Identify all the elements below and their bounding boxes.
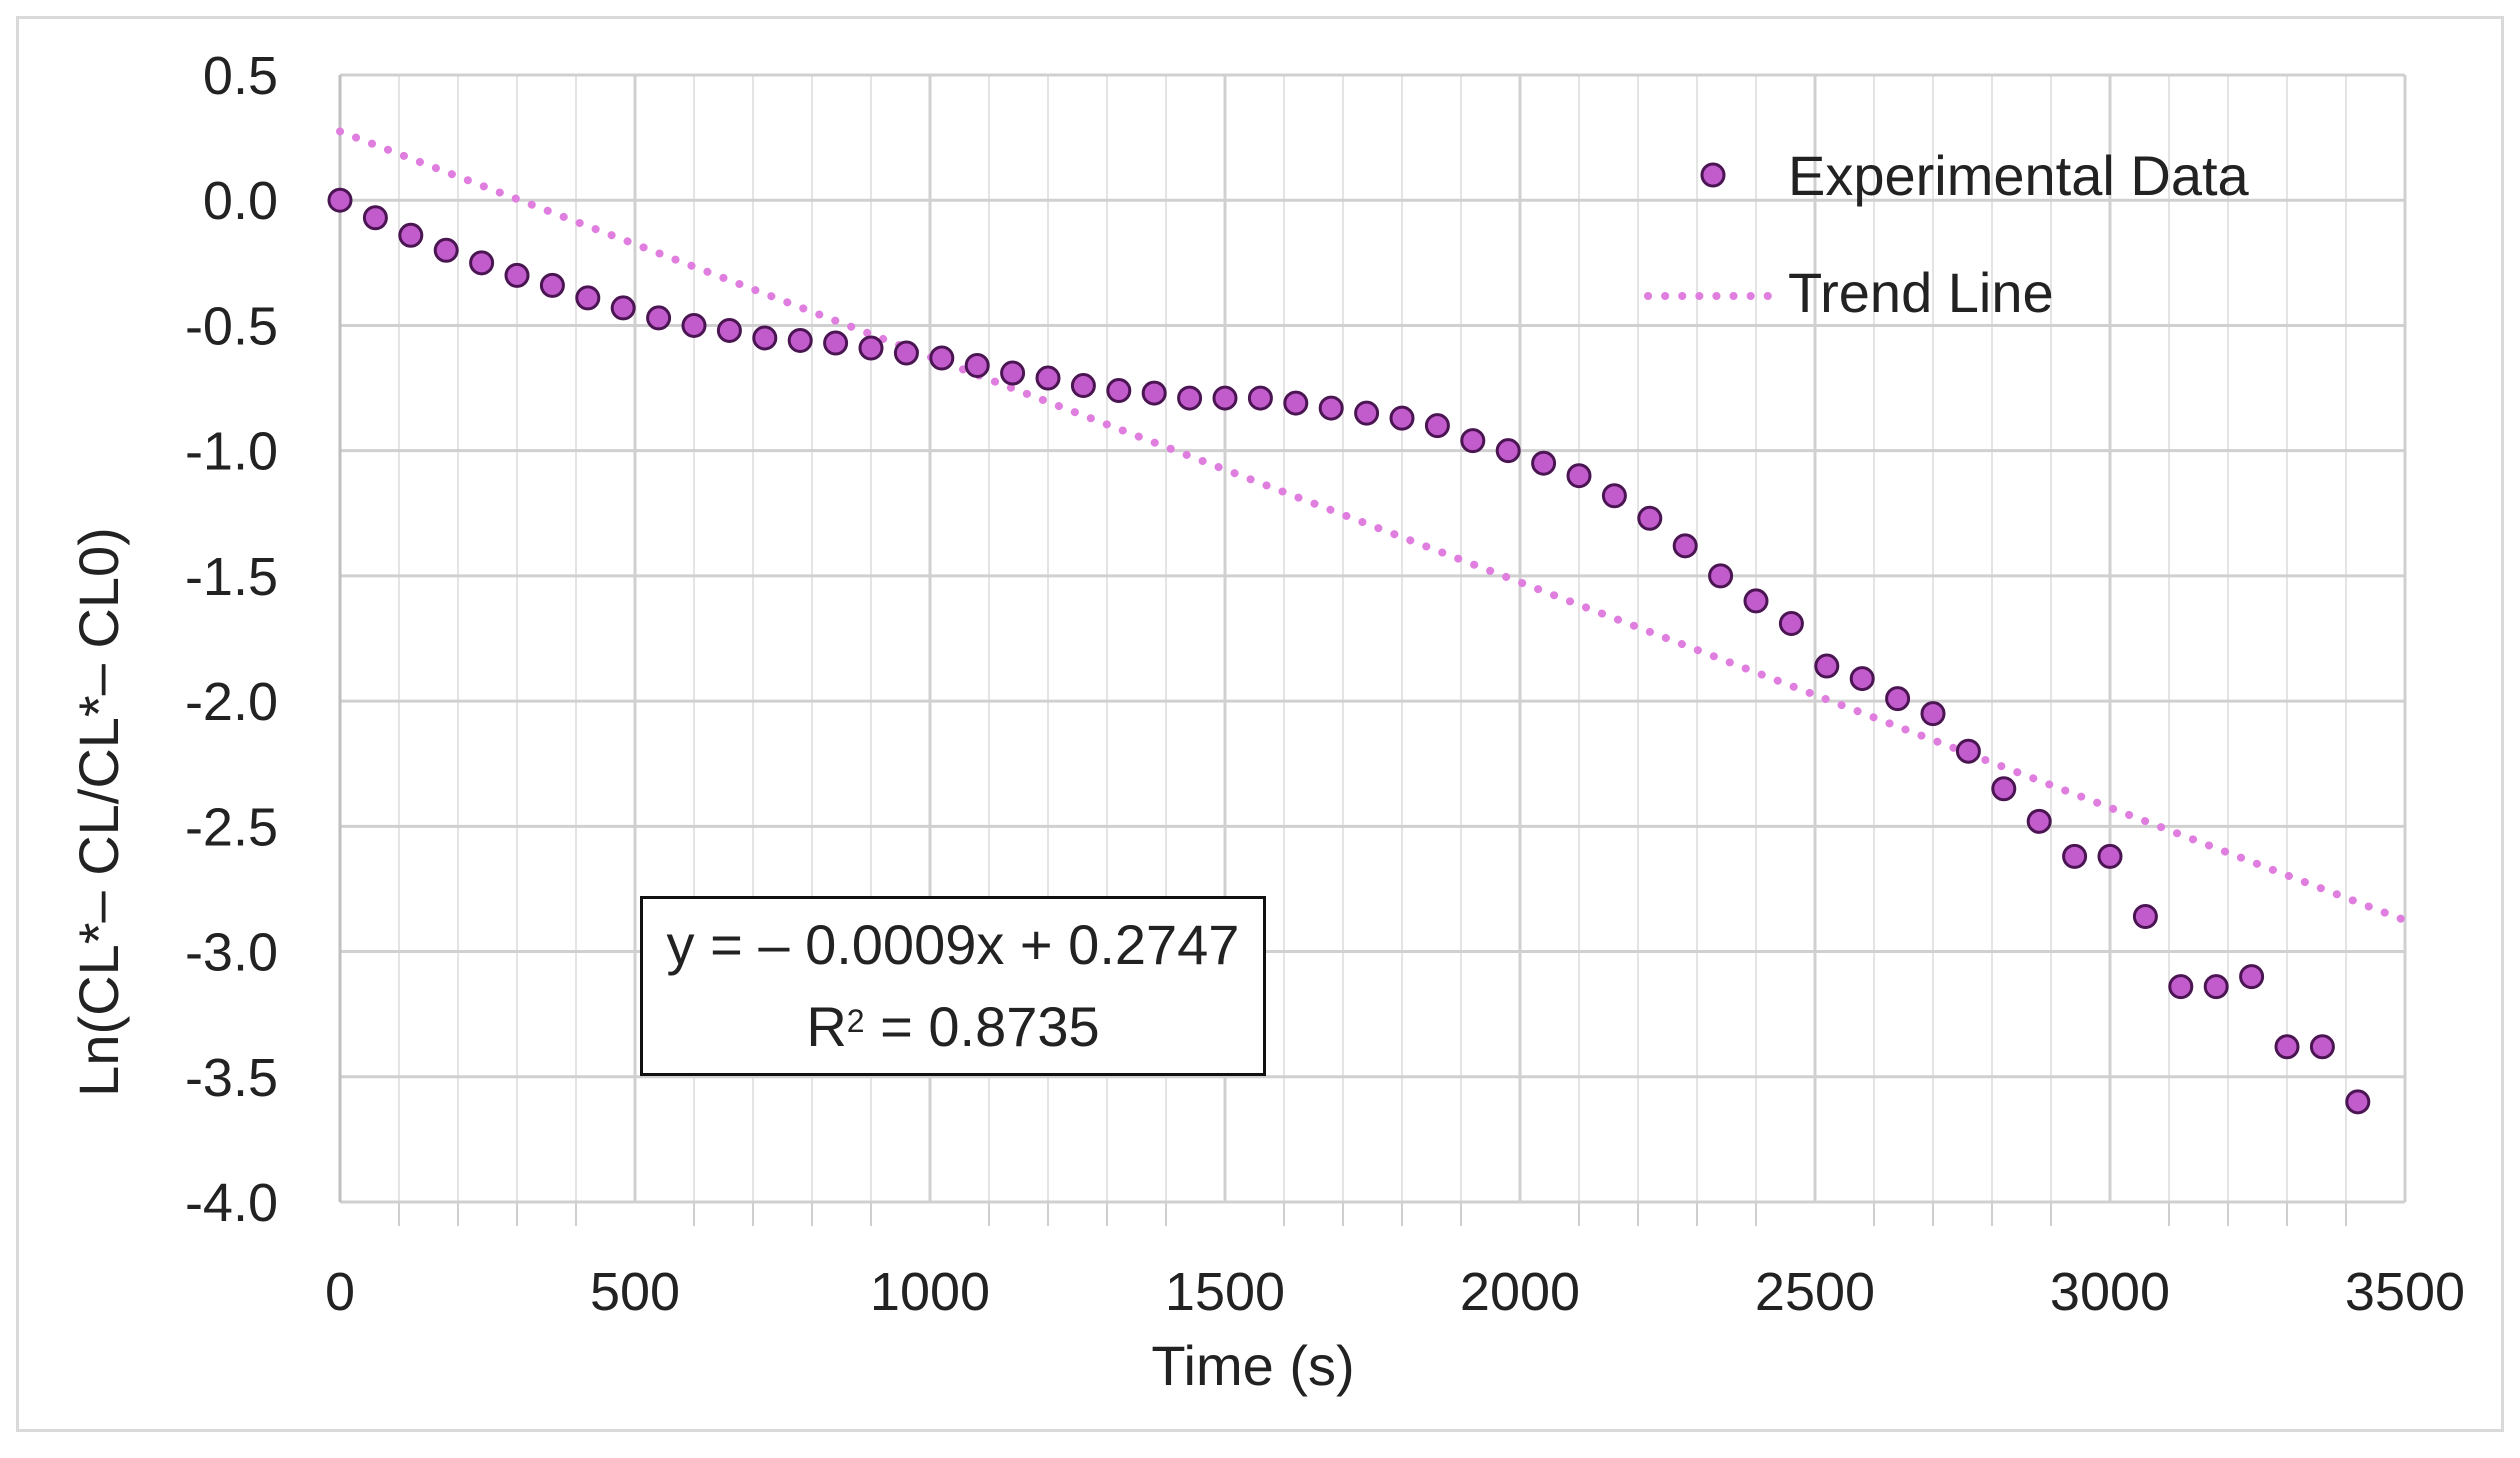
data-point — [964, 353, 990, 379]
y-tick-label: 0.0 — [203, 171, 278, 231]
data-point — [1460, 428, 1486, 454]
data-point — [1495, 438, 1521, 464]
data-point — [1141, 380, 1167, 406]
data-point — [539, 272, 565, 298]
data-point — [681, 312, 707, 338]
data-point — [1389, 405, 1415, 431]
data-point — [1212, 385, 1238, 411]
data-point — [1708, 563, 1734, 589]
x-tick-label: 500 — [590, 1262, 680, 1322]
y-axis-title: Ln(CL*– CL/CL*– CL0) — [67, 527, 130, 1097]
data-point — [2168, 974, 2194, 1000]
data-point — [787, 327, 813, 353]
x-tick-label: 2000 — [1460, 1262, 1580, 1322]
data-point — [823, 330, 849, 356]
y-tick-label: 0.5 — [203, 46, 278, 106]
data-point — [2309, 1034, 2335, 1060]
data-point — [1955, 738, 1981, 764]
data-point — [433, 237, 459, 263]
data-point — [2274, 1034, 2300, 1060]
data-point — [469, 250, 495, 276]
y-tick-label: -2.0 — [185, 672, 278, 732]
data-point — [1672, 533, 1698, 559]
x-tick-labels: 0 500 1000 1500 2000 2500 3000 3500 — [325, 1262, 2465, 1322]
x-tick-label: 3500 — [2345, 1262, 2465, 1322]
r-squared: R2 = 0.8735 — [806, 995, 1100, 1058]
data-point — [1318, 395, 1344, 421]
data-point — [610, 295, 636, 321]
data-point — [1814, 653, 1840, 679]
legend-label-trend: Trend Line — [1788, 261, 2054, 324]
data-point — [1354, 400, 1380, 426]
data-point — [1991, 776, 2017, 802]
trend-line — [336, 127, 2409, 925]
data-point — [752, 325, 778, 351]
y-tick-label: -1.5 — [185, 547, 278, 607]
data-point — [2345, 1089, 2371, 1115]
data-point — [1637, 505, 1663, 531]
x-axis-title: Time (s) — [1151, 1334, 1354, 1397]
data-point — [2026, 808, 2052, 834]
y-tick-label: -3.5 — [185, 1048, 278, 1108]
x-tick-label: 2500 — [1755, 1262, 1875, 1322]
data-point — [2097, 843, 2123, 869]
data-point — [327, 187, 353, 213]
data-point — [1920, 701, 1946, 727]
data-point — [1778, 610, 1804, 636]
x-tick-label: 0 — [325, 1262, 355, 1322]
data-point — [929, 345, 955, 371]
y-tick-labels: 0.5 0.0 -0.5 -1.0 -1.5 -2.0 -2.5 -3.0 -3.5 -4.0 — [185, 46, 278, 1233]
data-point — [1000, 360, 1026, 386]
data-point — [2062, 843, 2088, 869]
data-point — [398, 222, 424, 248]
grid — [338, 73, 2407, 1226]
y-tick-label: -4.0 — [185, 1173, 278, 1233]
trend-line-path — [336, 127, 2409, 925]
y-tick-label: -3.0 — [185, 923, 278, 983]
data-point — [1601, 483, 1627, 509]
data-point — [1531, 450, 1557, 476]
data-point — [893, 340, 919, 366]
data-point — [1885, 686, 1911, 712]
legend: Experimental Data Trend Line — [1644, 144, 2250, 324]
legend-marker-experimental — [1700, 162, 1726, 188]
x-tick-label: 1000 — [870, 1262, 990, 1322]
x-tick-label: 3000 — [2050, 1262, 2170, 1322]
chart-frame — [16, 16, 2504, 1432]
data-point — [1106, 378, 1132, 404]
data-point — [504, 262, 530, 288]
x-tick-label: 1500 — [1165, 1262, 1285, 1322]
y-tick-label: -0.5 — [185, 296, 278, 356]
data-points — [327, 187, 2371, 1115]
legend-label-experimental: Experimental Data — [1788, 144, 2250, 207]
equation-box: y = – 0.0009x + 0.2747 R2 = 0.8735 — [640, 896, 1266, 1076]
data-point — [1849, 666, 1875, 692]
data-point — [575, 285, 601, 311]
data-point — [1283, 390, 1309, 416]
data-point — [2203, 974, 2229, 1000]
data-point — [1247, 385, 1273, 411]
data-point — [1035, 365, 1061, 391]
data-point — [1070, 373, 1096, 399]
data-point — [2132, 903, 2158, 929]
data-point — [646, 305, 672, 331]
data-point — [1177, 385, 1203, 411]
regression-equation: y = – 0.0009x + 0.2747 — [666, 913, 1240, 976]
data-point — [1424, 413, 1450, 439]
y-tick-label: -2.5 — [185, 797, 278, 857]
data-point — [1743, 588, 1769, 614]
data-point — [1566, 463, 1592, 489]
data-point — [362, 205, 388, 231]
data-point — [716, 317, 742, 343]
data-point — [858, 335, 884, 361]
data-point — [2239, 964, 2265, 990]
y-tick-label: -1.0 — [185, 422, 278, 482]
